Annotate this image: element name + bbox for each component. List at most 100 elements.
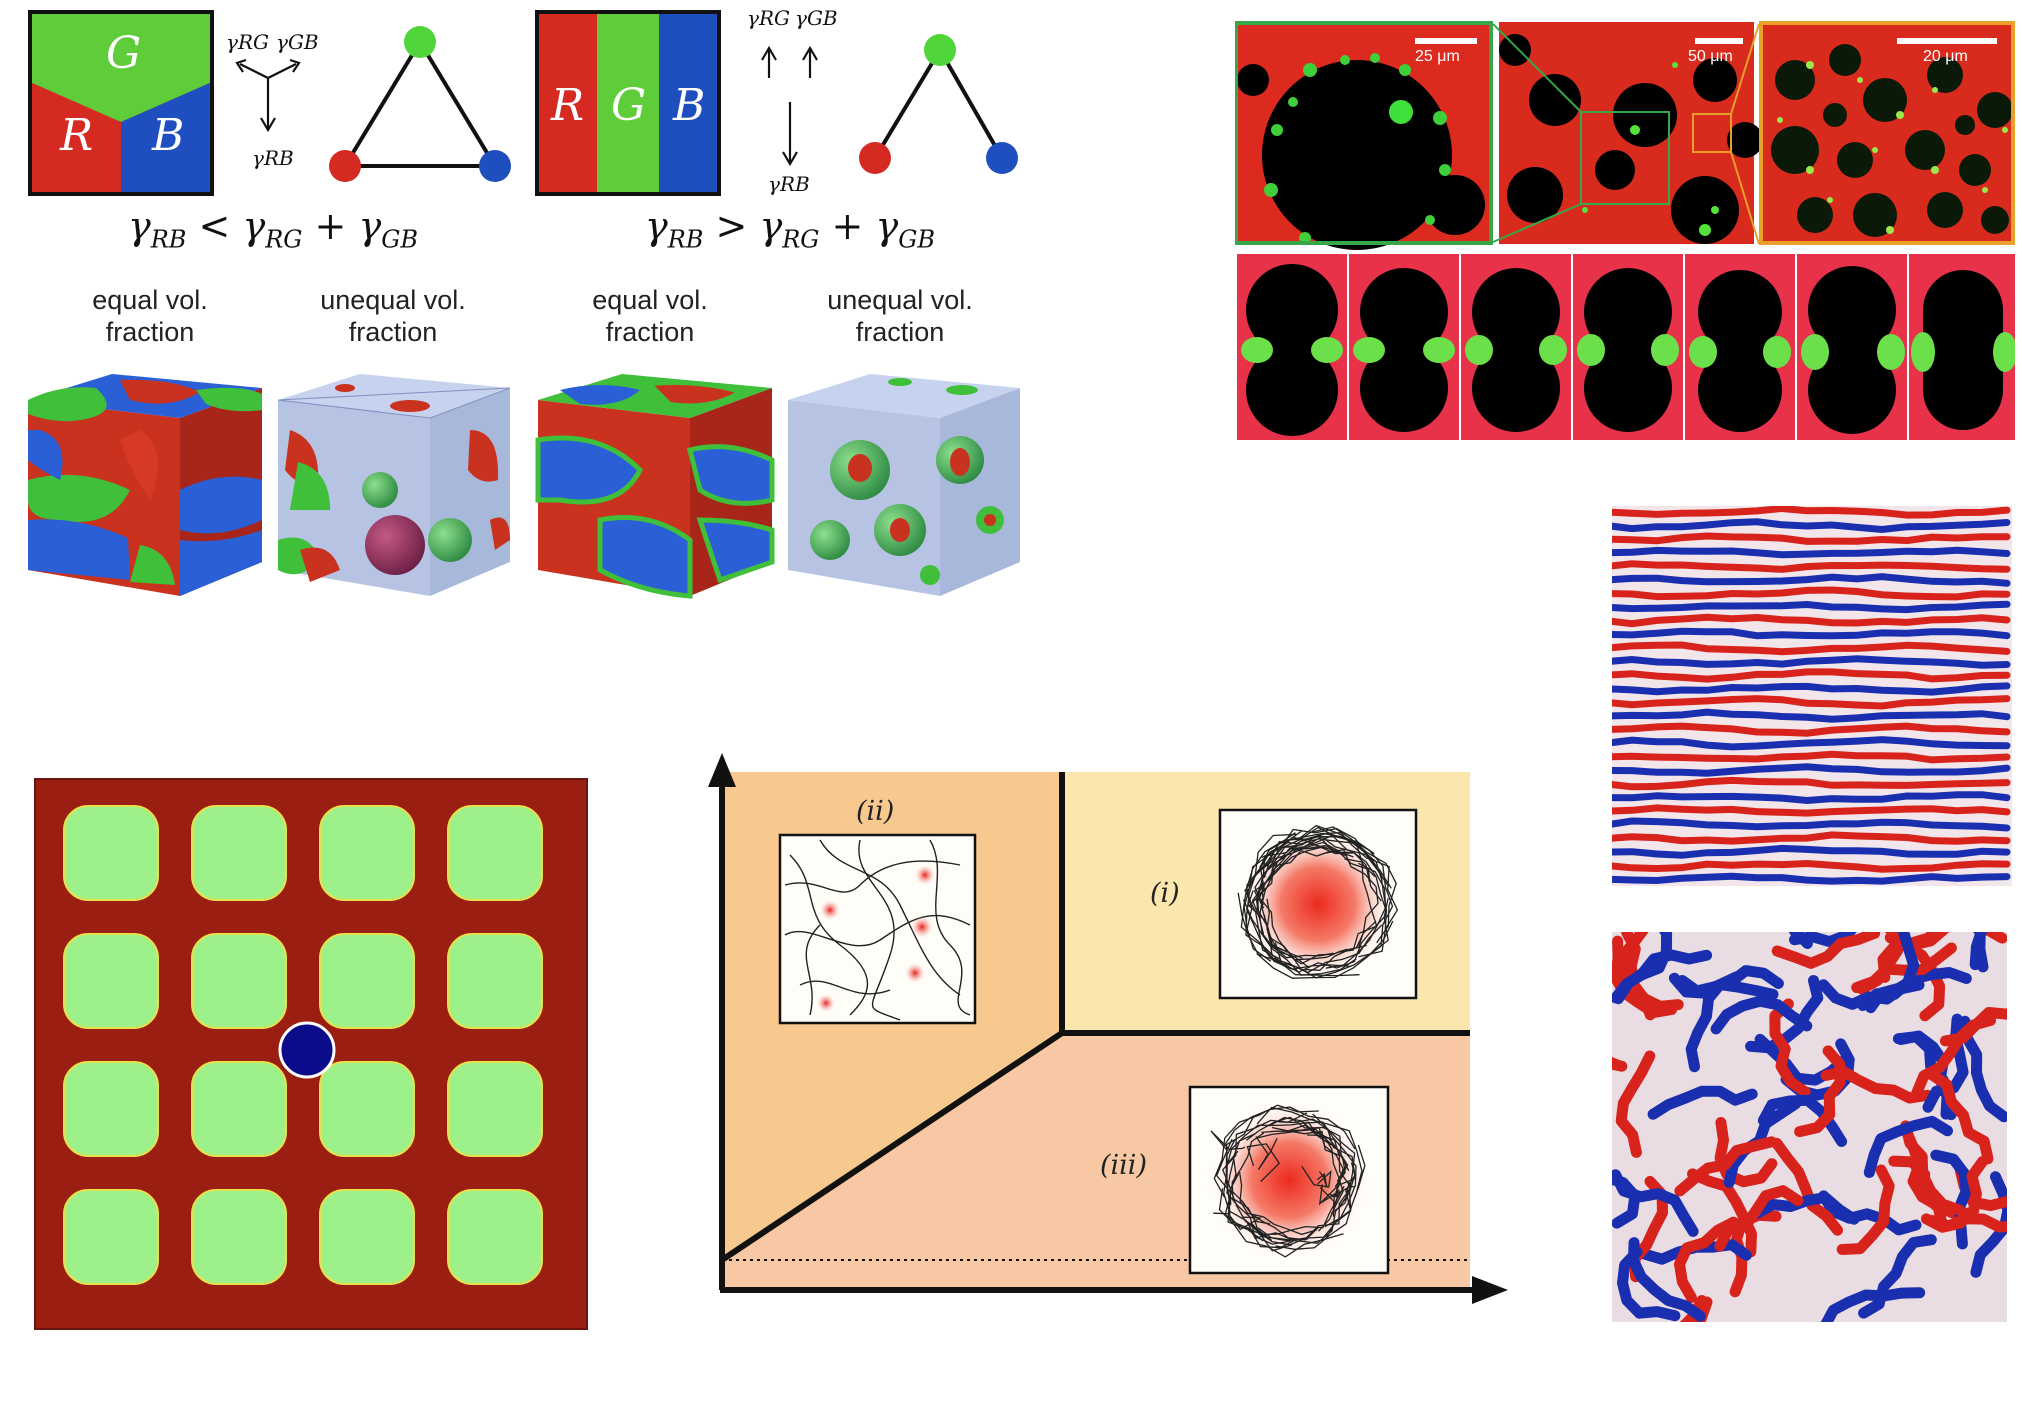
stripe [1612, 763, 2011, 777]
scale-bar-50um [1695, 38, 1743, 44]
labyrinth-stripe [1668, 972, 1779, 1000]
stripe [1612, 518, 2011, 534]
filament [1221, 1112, 1308, 1206]
filament [1237, 892, 1360, 977]
filament [1246, 1143, 1281, 1183]
stripe-label-r: R [551, 80, 585, 131]
labyrinth-stripe [1612, 932, 1673, 1004]
labyrinth-stripe [1969, 932, 1988, 971]
stripe-pattern [1612, 506, 2012, 886]
microscopy-panels [1235, 21, 2015, 440]
stripe [1612, 722, 2011, 737]
labyrinth-stripe [1771, 1137, 1843, 1236]
spreading-condition-less: γRB < γRG + γGB [128, 204, 418, 254]
tension-gb-label: γGB [276, 30, 319, 54]
coalescence-sequence [1237, 254, 2015, 440]
filament [1255, 1136, 1278, 1170]
green-domain [63, 805, 159, 901]
blue-droplet [278, 1021, 336, 1079]
green-domain [319, 1061, 415, 1157]
tension-vector-arrows-wetting [761, 45, 818, 167]
labyrinth-stripe [1628, 1237, 1706, 1322]
labyrinth-stripe [1745, 975, 1824, 1054]
stripe [1612, 506, 2011, 519]
labyrinth-stripe [1907, 932, 2007, 951]
stripe [1612, 573, 2011, 587]
tension-rg-label: γRG [226, 30, 269, 54]
scale-label-25um: 25 μm [1415, 48, 1460, 65]
stripe [1612, 655, 2011, 669]
coalescence-frame [1461, 254, 1571, 440]
cube-unequal-vol-core-shell [788, 374, 1020, 596]
region-label-iii: (iii) [1100, 1150, 1147, 1181]
green-domain [447, 805, 543, 901]
three-phase-stripes-square [535, 10, 721, 196]
filament [1256, 1106, 1363, 1191]
labyrinth-stripe [1771, 932, 1881, 969]
filament [1266, 898, 1348, 965]
triangle-contact-graph [329, 26, 511, 182]
stripe [1612, 560, 2011, 573]
phase-label-g: G [106, 28, 142, 79]
filament [1263, 838, 1376, 878]
cube-caption-3: equal vol. fraction [592, 285, 708, 347]
cube-equal-vol-rgb [28, 374, 262, 596]
filament [1246, 1116, 1350, 1172]
stripe [1612, 844, 2011, 859]
cube-caption-1: equal vol. fraction [92, 285, 208, 347]
scale-bar-25um [1415, 38, 1477, 44]
stripe [1612, 627, 2011, 640]
labyrinth-stripe [1836, 1164, 1895, 1255]
stripe [1612, 695, 2011, 710]
filament [1318, 1162, 1357, 1206]
green-domain [447, 1189, 543, 1285]
coalescence-frame [1349, 254, 1459, 440]
tension-schematic [28, 10, 1018, 196]
labyrinth-stripe [1920, 1156, 1988, 1233]
labyrinth-stripe [1900, 1120, 1966, 1216]
labyrinth-stripe [1858, 1234, 1937, 1319]
filament [1319, 1187, 1336, 1217]
stripe [1612, 872, 2011, 885]
filament [1213, 1104, 1319, 1198]
labyrinth-stripe [1647, 1085, 1758, 1120]
labyrinth-stripe [1863, 1115, 1953, 1178]
cube-caption-2: unequal vol. fraction [320, 285, 466, 347]
stripe [1612, 776, 2011, 791]
stripe [1612, 600, 2011, 614]
filament [1210, 1130, 1246, 1152]
green-domain [63, 933, 159, 1029]
filament [1243, 826, 1375, 892]
filament [1251, 1181, 1350, 1244]
stripe [1612, 791, 2011, 805]
labyrinth-stripe [1612, 1169, 1699, 1237]
micrograph-zoom-20um [1759, 21, 2015, 245]
labyrinth-stripe [1674, 1216, 1739, 1303]
phase-diagram [708, 753, 1508, 1304]
tension-gb-label-right: γGB [795, 6, 838, 30]
labyrinth-stripe [1911, 1015, 1996, 1098]
coalescence-frame [1685, 254, 1795, 440]
filament [1246, 832, 1343, 930]
labyrinth-stripe [1817, 979, 1925, 1010]
filament [1238, 1171, 1317, 1236]
filament [1218, 1188, 1344, 1258]
stripe [1612, 546, 2011, 559]
coalescence-frame [1573, 254, 1683, 440]
stripe [1612, 804, 2011, 817]
labyrinth-stripe [1687, 1168, 1757, 1258]
filament [1246, 890, 1350, 970]
filament [1226, 1121, 1332, 1167]
green-domain-lattice [34, 778, 588, 1330]
filament [1248, 841, 1339, 922]
cube-unequal-vol-droplets [277, 374, 511, 596]
tension-rb-label: γRB [252, 146, 294, 170]
labyrinth-stripe [1851, 942, 1957, 994]
stripe [1612, 817, 2011, 832]
tension-rb-label-right: γRB [768, 172, 810, 196]
inset-condensate-network-inside [1188, 1085, 1390, 1275]
filament [1301, 1165, 1332, 1188]
inset-sparse-network [778, 833, 977, 1025]
green-domain [191, 1061, 287, 1157]
filament [1256, 836, 1357, 911]
